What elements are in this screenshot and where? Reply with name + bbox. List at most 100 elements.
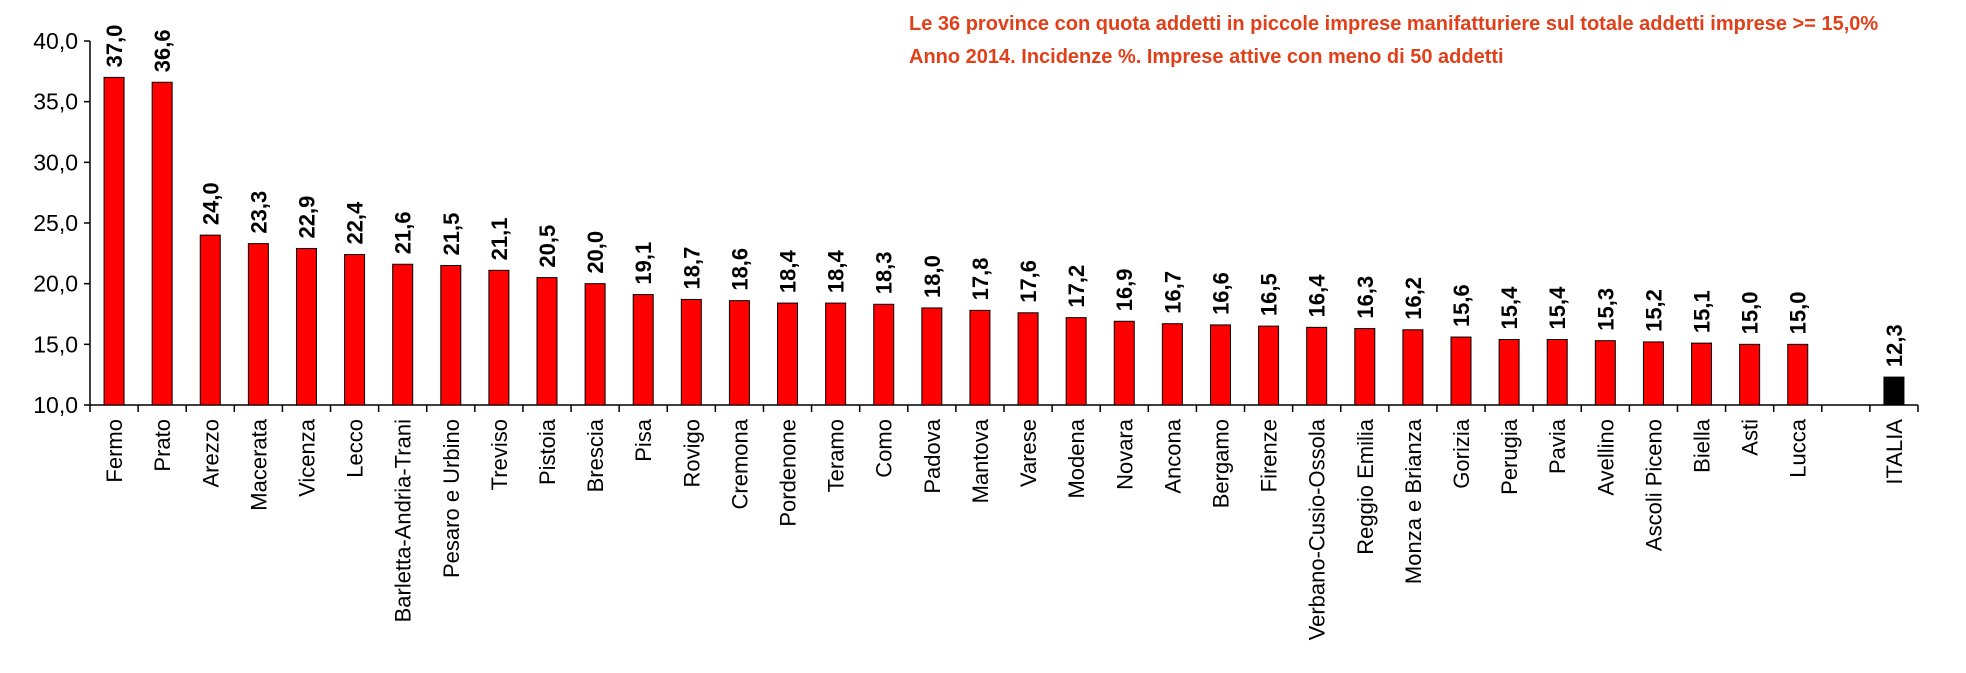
bar [1883, 376, 1905, 406]
x-tick-label: Biella [1690, 418, 1715, 473]
value-label: 18,3 [872, 251, 897, 294]
bar [488, 269, 510, 406]
value-label: 21,1 [487, 217, 512, 260]
value-label: 17,8 [968, 258, 993, 301]
bar [199, 234, 221, 406]
bar [247, 243, 269, 406]
value-label: 16,4 [1305, 274, 1330, 318]
bar [1209, 324, 1231, 406]
bar [344, 254, 366, 406]
value-label: 22,4 [343, 201, 368, 245]
y-tick-label: 10,0 [33, 392, 78, 418]
value-label: 17,2 [1064, 265, 1089, 308]
bar [1787, 343, 1809, 406]
value-label: 21,5 [439, 213, 464, 256]
x-tick-label: ITALIA [1882, 419, 1907, 485]
x-tick-label: Perugia [1497, 418, 1522, 495]
x-tick-label: Rovigo [679, 419, 704, 487]
x-tick-label: Gorizia [1449, 418, 1474, 488]
bar [151, 81, 173, 406]
bar [1546, 338, 1568, 406]
bar [680, 298, 702, 406]
x-tick-label: Ancona [1160, 418, 1185, 493]
bar [1450, 336, 1472, 406]
x-tick-label: Pisa [631, 418, 656, 462]
x-tick-label: Arezzo [198, 419, 223, 487]
x-tick-label: Teramo [824, 419, 849, 492]
x-tick-label: Verbano-Cusio-Ossola [1305, 418, 1330, 640]
bar [584, 283, 606, 406]
bar [1498, 338, 1520, 406]
value-label: 20,5 [535, 225, 560, 268]
x-tick-label: Barletta-Andria-Trani [391, 419, 416, 622]
x-tick-label: Como [872, 419, 897, 478]
bar [873, 303, 895, 406]
x-tick-label: Ascoli Piceno [1641, 419, 1666, 551]
value-label: 19,1 [631, 242, 656, 285]
x-tick-label: Reggio Emilia [1353, 418, 1378, 554]
x-tick-label: Padova [920, 418, 945, 493]
bar [825, 302, 847, 406]
bar [1739, 343, 1761, 406]
value-label: 24,0 [198, 182, 223, 225]
bar [969, 309, 991, 406]
x-tick-label: Pavia [1545, 418, 1570, 474]
x-tick-label: Avellino [1593, 419, 1618, 496]
value-label: 15,4 [1497, 286, 1522, 330]
bar [103, 76, 125, 406]
bar [921, 307, 943, 406]
value-label: 36,6 [150, 29, 175, 72]
bar [1354, 328, 1376, 406]
chart-subtitle: Anno 2014. Incidenze %. Imprese attive c… [909, 46, 1504, 68]
bar [1258, 325, 1280, 406]
value-label: 18,7 [679, 247, 704, 290]
value-label: 15,0 [1738, 292, 1763, 335]
chart-title: Le 36 province con quota addetti in picc… [909, 13, 1878, 35]
value-label: 15,1 [1690, 290, 1715, 333]
bar [1594, 340, 1616, 406]
value-label: 21,6 [391, 211, 416, 254]
y-tick-label: 20,0 [33, 271, 78, 297]
x-tick-label: Cremona [727, 418, 752, 509]
value-label: 16,5 [1257, 273, 1282, 316]
value-label: 17,6 [1016, 260, 1041, 303]
x-tick-label: Brescia [583, 418, 608, 492]
x-tick-label: Treviso [487, 419, 512, 490]
bar [1691, 342, 1713, 406]
bar [1306, 326, 1328, 406]
x-tick-label: Pesaro e Urbino [439, 419, 464, 578]
x-tick-label: Varese [1016, 419, 1041, 487]
value-label: 18,0 [920, 255, 945, 298]
bar [440, 264, 462, 406]
value-label: 37,0 [102, 25, 127, 68]
value-label: 18,6 [727, 248, 752, 291]
bar [1161, 323, 1183, 406]
bar [1017, 312, 1039, 406]
bar [392, 263, 414, 406]
x-tick-label: Lucca [1786, 418, 1811, 477]
y-tick-label: 35,0 [33, 89, 78, 115]
value-label: 16,2 [1401, 277, 1426, 320]
x-tick-label: Prato [150, 419, 175, 472]
x-tick-label: Pistoia [535, 418, 560, 485]
y-tick-label: 40,0 [33, 28, 78, 54]
value-label: 18,4 [776, 249, 801, 293]
x-tick-label: Lecco [343, 419, 368, 478]
x-tick-label: Mantova [968, 418, 993, 503]
x-tick-label: Firenze [1257, 419, 1282, 492]
bar [536, 277, 558, 406]
value-label: 12,3 [1882, 324, 1907, 367]
value-label: 15,2 [1641, 289, 1666, 332]
bar [295, 247, 317, 406]
value-label: 15,6 [1449, 284, 1474, 327]
x-tick-label: Pordenone [776, 419, 801, 527]
bar [728, 300, 750, 406]
x-tick-label: Fermo [102, 419, 127, 483]
x-tick-label: Asti [1738, 419, 1763, 456]
value-label: 15,0 [1786, 292, 1811, 335]
value-label: 15,3 [1593, 288, 1618, 331]
bar [1065, 317, 1087, 406]
value-label: 16,9 [1112, 268, 1137, 311]
value-label: 16,7 [1160, 271, 1185, 314]
